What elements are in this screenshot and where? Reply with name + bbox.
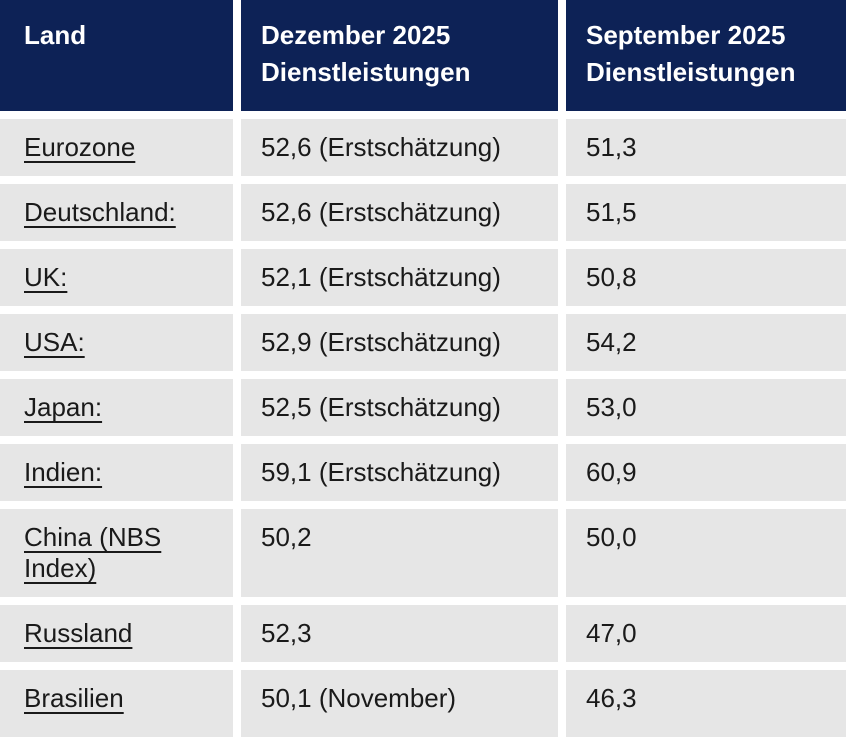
cell-september: 50,0 — [566, 509, 846, 597]
cell-september: 51,3 — [566, 119, 846, 176]
cell-dezember: 52,5 (Erstschätzung) — [241, 379, 558, 436]
cell-dezember: 52,6 (Erstschätzung) — [241, 119, 558, 176]
column-header-september-2025: September 2025 Dienstleistungen — [566, 0, 846, 111]
cell-september: 53,0 — [566, 379, 846, 436]
country-link-usa[interactable]: USA: — [24, 327, 85, 357]
cell-dezember: 59,1 (Erstschätzung) — [241, 444, 558, 501]
column-header-dezember-2025: Dezember 2025 Dienstleistungen — [241, 0, 558, 111]
cell-land: China (NBS Index) — [0, 509, 233, 597]
cell-land: UK: — [0, 249, 233, 306]
cell-land: Brasilien — [0, 670, 233, 737]
cell-dezember: 52,6 (Erstschätzung) — [241, 184, 558, 241]
cell-dezember: 52,3 — [241, 605, 558, 662]
cell-september: 51,5 — [566, 184, 846, 241]
cell-dezember: 52,1 (Erstschätzung) — [241, 249, 558, 306]
cell-september: 50,8 — [566, 249, 846, 306]
column-header-land: Land — [0, 0, 233, 111]
cell-september: 46,3 — [566, 670, 846, 737]
cell-land: Eurozone — [0, 119, 233, 176]
country-link-russland[interactable]: Russland — [24, 618, 133, 648]
cell-september: 54,2 — [566, 314, 846, 371]
country-link-china[interactable]: China (NBS Index) — [24, 522, 162, 583]
country-link-indien[interactable]: Indien: — [24, 457, 103, 487]
country-link-japan[interactable]: Japan: — [24, 392, 103, 422]
country-link-uk[interactable]: UK: — [24, 262, 68, 292]
cell-land: Japan: — [0, 379, 233, 436]
country-link-deutschland[interactable]: Deutschland: — [24, 197, 176, 227]
country-link-brasilien[interactable]: Brasilien — [24, 683, 124, 713]
cell-land: Deutschland: — [0, 184, 233, 241]
country-link-eurozone[interactable]: Eurozone — [24, 132, 136, 162]
cell-land: USA: — [0, 314, 233, 371]
cell-land: Russland — [0, 605, 233, 662]
cell-dezember: 50,1 (November) — [241, 670, 558, 737]
cell-september: 47,0 — [566, 605, 846, 662]
cell-dezember: 52,9 (Erstschätzung) — [241, 314, 558, 371]
cell-land: Indien: — [0, 444, 233, 501]
cell-september: 60,9 — [566, 444, 846, 501]
cell-dezember: 50,2 — [241, 509, 558, 597]
